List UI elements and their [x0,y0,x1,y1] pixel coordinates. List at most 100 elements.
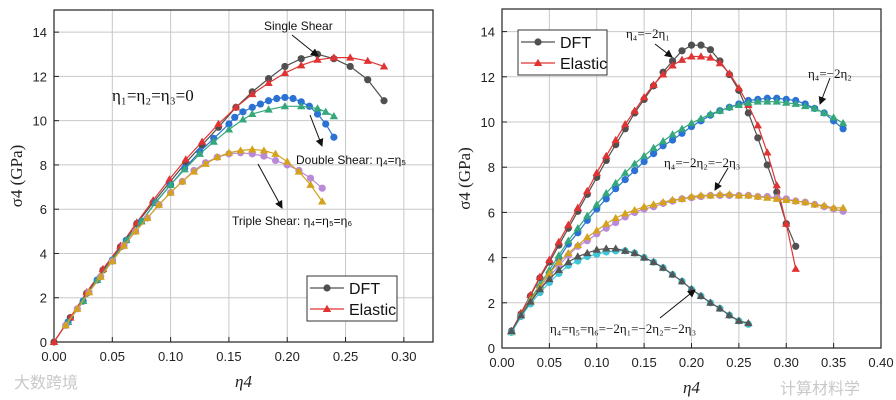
data-point [611,135,620,144]
data-point [283,157,292,165]
data-point [677,277,687,285]
data-point [273,94,281,103]
x-axis-label: η4 [235,372,252,391]
data-point [753,121,763,129]
x-tick-label: 0.00 [489,355,514,370]
y-tick-label: 0 [488,341,495,356]
plot-frame [501,8,882,349]
data-point [639,92,649,101]
x-tick-label: 0.15 [631,355,656,370]
y-tick-label: 12 [481,70,495,85]
x-tick-label: 0.30 [391,349,416,364]
series-line [67,96,335,323]
data-point [281,62,289,71]
data-point [791,196,800,205]
annotation: Single Shear [264,19,333,33]
data-point [583,248,592,257]
data-point [119,241,129,249]
data-point [658,263,668,271]
legend-label: DFT [560,35,591,52]
data-point [213,152,222,161]
data-point [248,145,257,153]
data-point [792,242,800,250]
annotation: η₄=−2η₁ [626,26,670,41]
data-point [668,61,677,69]
data-point [122,235,131,244]
data-point [630,106,639,114]
data-point [564,248,573,257]
data-point [573,224,582,232]
data-point [264,97,273,105]
series-line [510,55,797,332]
data-point [772,194,781,202]
data-point [782,98,791,106]
data-point [143,213,152,222]
data-point [620,209,630,217]
data-point [753,192,763,200]
data-point [706,191,715,199]
data-point [166,188,175,196]
data-point [554,237,564,245]
data-point [649,257,658,266]
data-point [363,56,372,64]
watermark: 大数跨境 [14,373,78,392]
data-point [696,52,706,60]
data-point [346,62,354,71]
y-tick-label: 10 [33,114,47,129]
data-point [264,75,273,83]
data-point [297,55,305,63]
data-point [810,200,819,208]
data-point [564,220,573,228]
data-point [630,248,639,257]
data-point [592,245,601,253]
data-point [197,137,207,145]
data-point [687,118,696,127]
data-point [248,109,257,118]
data-point [640,157,648,166]
data-point [782,195,791,203]
data-point [620,120,630,128]
data-point [61,321,70,329]
y-axis-label: σ4 (GPa) [7,145,26,208]
legend-box [517,29,608,76]
data-point [248,103,256,111]
data-point [346,53,355,61]
data-point [294,167,304,175]
data-point [280,68,290,77]
data-point [612,185,620,193]
data-point [165,175,174,183]
data-point [649,200,658,208]
data-point [131,227,140,235]
data-point [573,252,582,260]
data-point [318,184,326,192]
data-point [224,148,234,156]
data-point [706,46,715,54]
legend: DFT Elastic [517,29,608,76]
series--4-2-1-elastic [507,52,800,335]
data-point [507,326,516,335]
data-point [108,257,117,265]
data-point [734,83,744,92]
x-tick-label: 0.15 [216,349,241,364]
data-point [838,118,848,127]
data-point [535,285,545,293]
data-point [231,113,239,121]
data-point [715,106,725,114]
data-point [678,47,686,55]
data-point [313,104,322,112]
series-line [65,152,323,326]
x-tick-label: 0.05 [537,355,562,370]
data-point [313,110,322,118]
data-point [763,148,772,156]
annotation-arrow [714,167,729,191]
data-point [322,120,330,128]
data-point [225,120,233,128]
annotation: η₄=η₅=η₆=−2η₁=−2η₂=−2η₃ [550,321,696,336]
data-point [734,100,744,109]
data-point [209,137,218,145]
x-tick-label: 0.30 [774,355,799,370]
data-point [639,253,649,261]
data-point [330,133,338,141]
annotation-arrow [818,77,831,105]
data-point [658,137,668,145]
